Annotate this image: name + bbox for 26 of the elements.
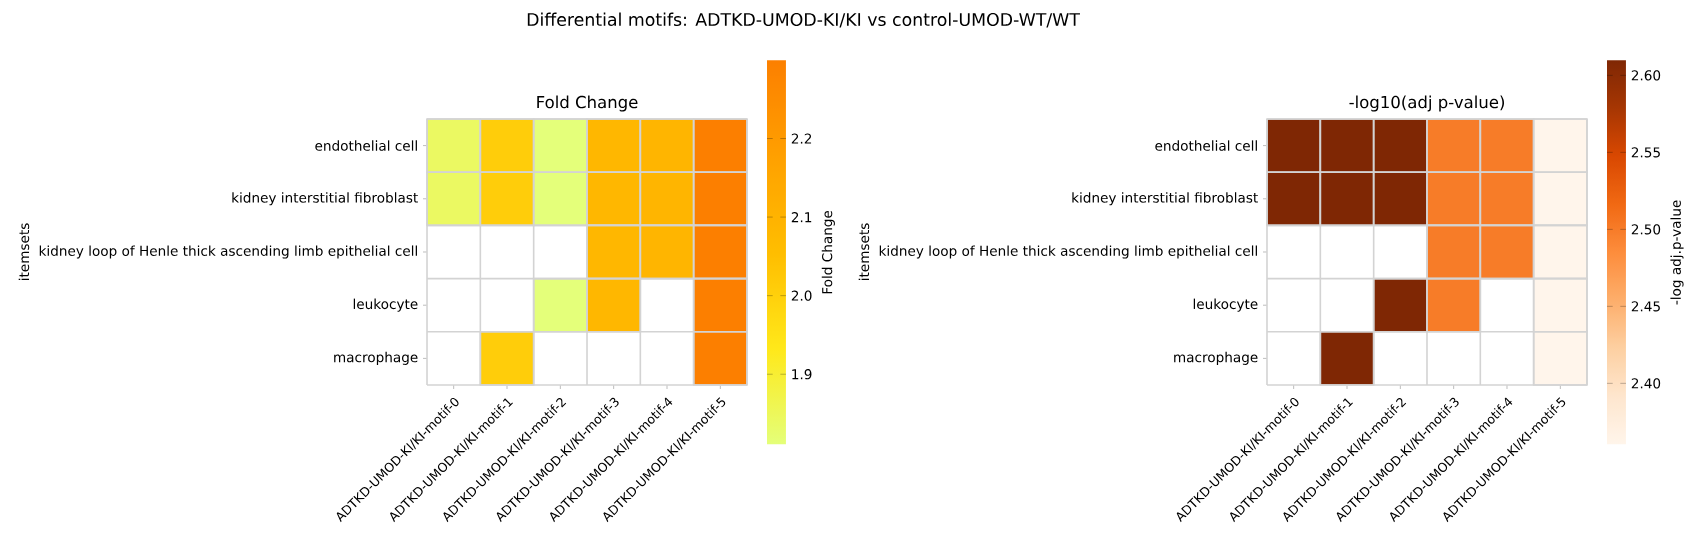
color-bar-label: 2.40 xyxy=(1631,378,1661,389)
color-bar-title: -log adj.p-value xyxy=(1670,200,1684,305)
color-bar-label: 2.0 xyxy=(791,290,812,301)
y-tick-label: macrophage xyxy=(1174,351,1258,365)
y-tick-label: kidney loop of Henle thick ascending limb epithelial cell xyxy=(879,245,1257,259)
y-tick-label: leukocyte xyxy=(1193,298,1258,312)
color-bar-label: 2.55 xyxy=(1631,147,1660,158)
y-tick-label: kidney interstitial fibroblast xyxy=(232,192,418,206)
y-tick-label: kidney loop of Henle thick ascending limb epithelial cell xyxy=(39,245,417,259)
y-axis-title: itemsets xyxy=(18,223,30,281)
color-bar-label: 2.60 xyxy=(1631,70,1661,81)
color-bar-label: 2.1 xyxy=(791,212,812,223)
color-bar-title: Fold Change xyxy=(821,210,835,294)
color-bar-label: 2.50 xyxy=(1631,224,1661,235)
color-bar-label: 1.9 xyxy=(792,369,812,380)
color-bar-label: 2.2 xyxy=(791,133,812,144)
color-bar-label: 2.45 xyxy=(1631,301,1660,312)
y-axis-title: itemsets xyxy=(858,223,870,281)
chart-title: -log10(adj p-value) xyxy=(1349,95,1505,112)
y-tick-label: kidney interstitial fibroblast xyxy=(1072,192,1258,206)
chart-title: Fold Change xyxy=(537,95,638,112)
text: Differential motifs: ADTKD-UMOD-KI/KI vs control-UMOD-WT/WT xyxy=(527,12,1080,28)
y-tick-label: endothelial cell xyxy=(315,140,417,151)
y-tick-label: macrophage xyxy=(334,351,418,365)
y-tick-label: endothelial cell xyxy=(1155,140,1257,151)
y-tick-label: leukocyte xyxy=(353,298,418,312)
